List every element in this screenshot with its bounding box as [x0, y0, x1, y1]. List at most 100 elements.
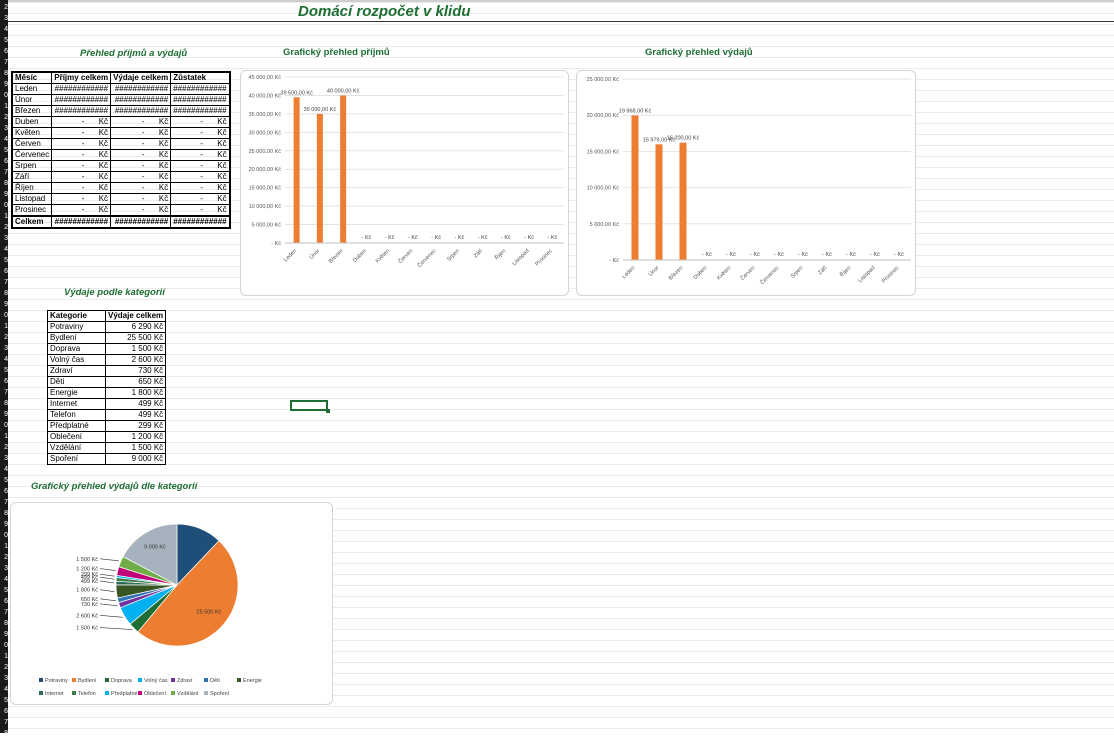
fill-handle[interactable] — [326, 409, 330, 413]
row-header[interactable]: 6 — [4, 48, 8, 55]
row-header[interactable]: 8 — [4, 400, 8, 407]
row-header[interactable]: 2 — [4, 114, 8, 121]
row-header[interactable]: 6 — [4, 378, 8, 385]
legend-entry[interactable]: Energie — [243, 678, 262, 684]
bar[interactable] — [293, 97, 300, 244]
legend-entry[interactable]: Předplatné — [111, 691, 138, 697]
row-header[interactable]: 5 — [4, 147, 8, 154]
row-header[interactable]: 9 — [4, 521, 8, 528]
category-pie-chart[interactable]: 25 500 Kč 1 500 Kč 2 600 Kč 730 Kč 650 Kč 1 8… — [10, 502, 333, 705]
legend-entry[interactable]: Internet — [45, 691, 64, 697]
row-header[interactable]: 4 — [4, 576, 8, 583]
row-header[interactable]: 2 — [4, 224, 8, 231]
row-header[interactable]: 4 — [4, 246, 8, 253]
row-header[interactable]: 3 — [4, 675, 8, 682]
row-header[interactable]: 8 — [4, 180, 8, 187]
row-header[interactable]: 1 — [4, 103, 8, 110]
row-header[interactable]: 4 — [4, 356, 8, 363]
row-header[interactable]: 9 — [4, 81, 8, 88]
row-header[interactable]: 6 — [4, 268, 8, 275]
row-header[interactable]: 4 — [4, 26, 8, 33]
legend-entry[interactable]: Zdraví — [177, 678, 193, 684]
row-header[interactable]: 4 — [4, 686, 8, 693]
row-header[interactable]: 3 — [4, 455, 8, 462]
row-header[interactable]: 6 — [4, 488, 8, 495]
row-header[interactable]: 7 — [4, 719, 8, 726]
row-header[interactable]: 0 — [4, 422, 8, 429]
row-header[interactable]: 1 — [4, 543, 8, 550]
bar[interactable] — [340, 95, 347, 243]
row-header[interactable]: 9 — [4, 191, 8, 198]
bar[interactable] — [631, 115, 639, 261]
legend-entry[interactable]: Volný čas — [144, 678, 168, 684]
expense-chart[interactable]: - Kč 5 000,00 Kč 10 000,00 Kč 15 000,00 Kč 2… — [576, 70, 916, 296]
row-header[interactable]: 0 — [4, 642, 8, 649]
selected-cell[interactable] — [290, 400, 328, 411]
bar[interactable] — [655, 144, 663, 260]
legend-entry[interactable]: Spoření — [210, 691, 230, 697]
row-header[interactable]: 4 — [4, 136, 8, 143]
row-header[interactable]: 2 — [4, 444, 8, 451]
category-value: 499 Kč — [104, 409, 167, 421]
row-header[interactable]: 8 — [4, 620, 8, 627]
row-header[interactable]: 1 — [4, 323, 8, 330]
row-header[interactable]: 9 — [4, 631, 8, 638]
row-header[interactable]: 9 — [4, 411, 8, 418]
row-header[interactable]: 6 — [4, 708, 8, 715]
bar[interactable] — [679, 142, 687, 260]
row-header[interactable]: 2 — [4, 664, 8, 671]
row-header[interactable]: 1 — [4, 213, 8, 220]
row-header[interactable]: 3 — [4, 345, 8, 352]
row-header[interactable]: 5 — [4, 477, 8, 484]
row-header[interactable]: 7 — [4, 279, 8, 286]
pie-slice[interactable] — [122, 523, 178, 586]
row-header[interactable]: 8 — [4, 730, 8, 737]
row-header[interactable]: 2 — [4, 334, 8, 341]
legend-entry[interactable]: Bydlení — [78, 678, 97, 684]
row-header[interactable]: 7 — [4, 169, 8, 176]
pie-leader-line — [99, 627, 133, 630]
legend-entry[interactable]: Doprava — [111, 678, 133, 684]
row-header[interactable]: 2 — [4, 4, 8, 11]
row-header[interactable]: 5 — [4, 257, 8, 264]
row-header[interactable]: 0 — [4, 92, 8, 99]
row-header[interactable]: 3 — [4, 15, 8, 22]
pie-slice[interactable] — [137, 540, 239, 647]
row-header[interactable]: 8 — [4, 70, 8, 77]
row-header[interactable]: 8 — [4, 290, 8, 297]
row-header[interactable]: 5 — [4, 697, 8, 704]
row-header[interactable]: 3 — [4, 125, 8, 132]
row-header[interactable]: 1 — [4, 653, 8, 660]
row-header[interactable]: 7 — [4, 389, 8, 396]
bar-data-label: 39 500,00 Kč — [280, 90, 313, 96]
row-header[interactable]: 0 — [4, 532, 8, 539]
row-header[interactable]: 6 — [4, 158, 8, 165]
row-header[interactable]: 9 — [4, 301, 8, 308]
row-header[interactable]: 7 — [4, 609, 8, 616]
legend-entry[interactable]: Vzdělání — [177, 691, 199, 697]
bar[interactable] — [316, 113, 323, 243]
income-chart[interactable]: - Kč 5 000,00 Kč 10 000,00 Kč 15 000,00 Kč 2… — [240, 70, 569, 296]
legend-entry[interactable]: Potraviny — [45, 678, 68, 684]
row-header[interactable]: 5 — [4, 587, 8, 594]
table-row: Říjen - Kč - Kč - Kč — [11, 182, 231, 194]
row-header[interactable]: 0 — [4, 312, 8, 319]
legend-entry[interactable]: Telefon — [78, 691, 96, 697]
row-header[interactable]: 7 — [4, 59, 8, 66]
legend-entry[interactable]: Oblečení — [144, 691, 166, 697]
row-header[interactable]: 7 — [4, 499, 8, 506]
row-header[interactable]: 1 — [4, 433, 8, 440]
row-header[interactable]: 5 — [4, 367, 8, 374]
legend-entry[interactable]: Děti — [210, 678, 220, 684]
row-header[interactable]: 3 — [4, 565, 8, 572]
row-header[interactable]: 3 — [4, 235, 8, 242]
row-header[interactable]: 6 — [4, 598, 8, 605]
row-header[interactable]: 4 — [4, 466, 8, 473]
row-header[interactable]: 0 — [4, 202, 8, 209]
row-header[interactable]: 5 — [4, 37, 8, 44]
row-header[interactable]: 8 — [4, 510, 8, 517]
table-row: Vzdělání 1 500 Kč — [47, 442, 167, 454]
row-headers[interactable]: 2 3 4 5 6 7 8 9 0 1 2 3 4 5 6 7 8 9 0 1 2 3 4 5 6 7 8 9 0 1 2 3 4 5 6 7 8 9 0 1… — [0, 0, 8, 737]
pie-data-label: 1 200 Kč — [76, 567, 98, 573]
row-header[interactable]: 2 — [4, 554, 8, 561]
